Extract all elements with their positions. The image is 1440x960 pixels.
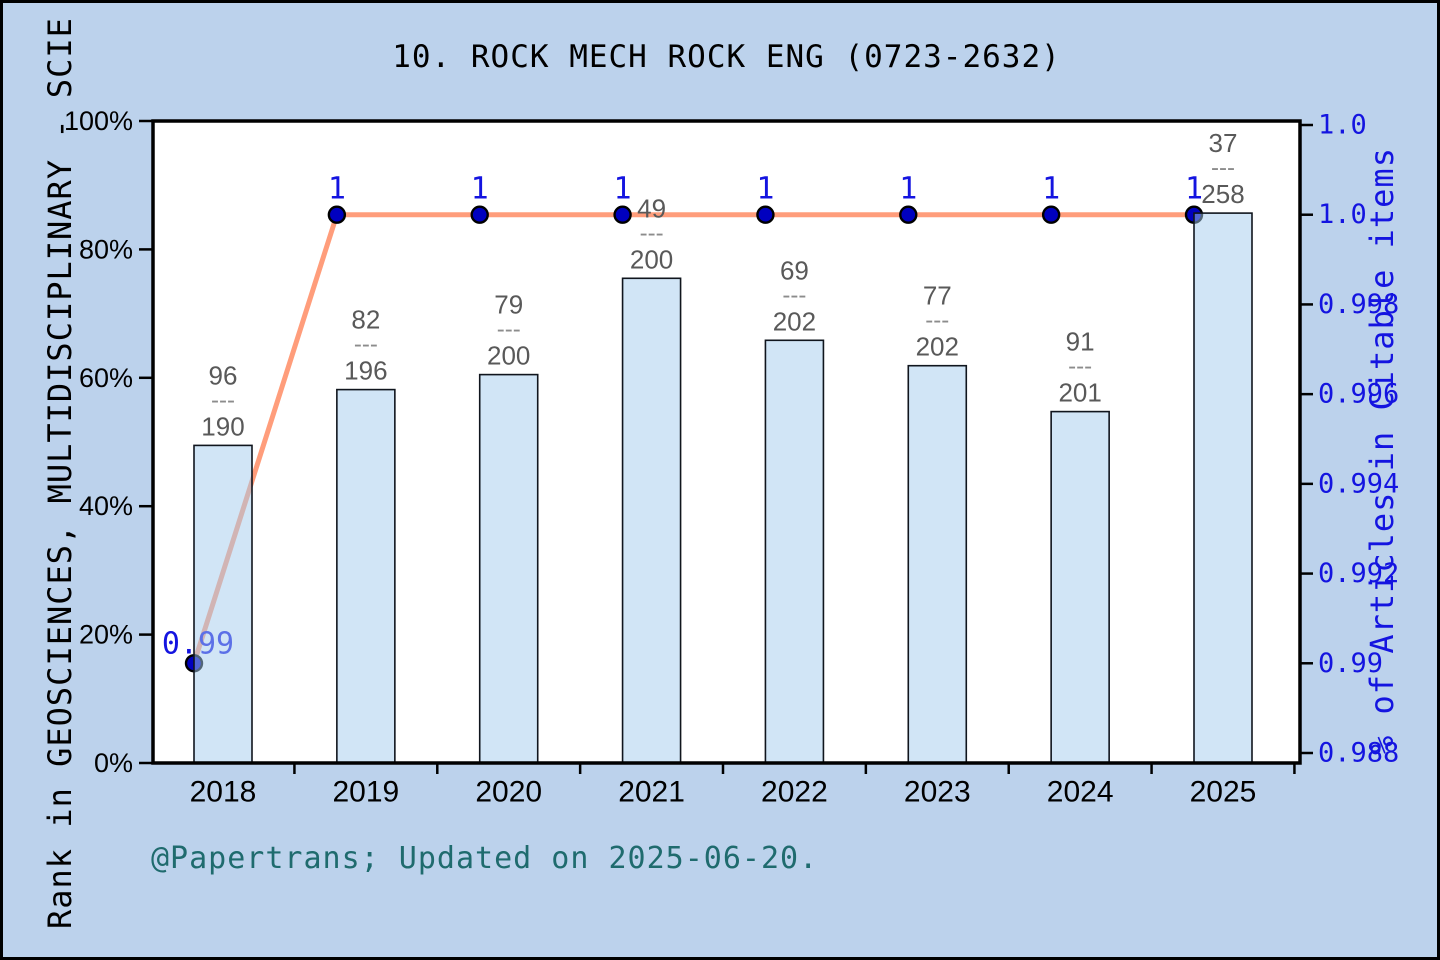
line-point [756,205,775,224]
point-value-label: 1 [614,172,632,207]
fraction-bar: --- [782,282,806,309]
left-tick-label: 40% [79,491,133,521]
fraction-numerator: 82 [351,305,380,335]
right-tick-label: 0.99 [1318,648,1383,679]
fraction-bar: --- [211,387,235,414]
line-point [1041,205,1061,224]
fraction-numerator: 77 [923,281,952,311]
plot-background [153,121,1300,763]
point-value-label: 1 [471,172,489,207]
bar-2021 [621,277,682,764]
bar-2018 [193,444,253,764]
x-tick-label: 2019 [332,776,399,809]
line-point [470,205,489,224]
axes-frame [151,119,1302,765]
bar-2020 [478,373,539,764]
fraction-numerator: 69 [780,255,809,285]
right-axis: 1.0 1.0 0.998 0.996 0.994 0.992 0.99 0.988 [1300,110,1399,769]
x-tick-label: 2025 [1190,776,1257,809]
x-tick-label: 2021 [618,776,685,809]
fraction-denominator: 200 [630,244,673,274]
right-tick-label: 1.0 [1318,199,1367,230]
bar-2023 [907,364,968,764]
fraction-denominator: 202 [773,306,816,336]
fraction-numerator: 96 [209,360,238,390]
fraction-denominator: 190 [201,411,244,441]
fraction-denominator: 196 [344,356,387,386]
bar-2019 [336,388,396,764]
point-value-label: 1 [1042,172,1060,207]
line-point [327,205,347,224]
fraction-bar: --- [354,331,378,358]
line-point [613,205,632,224]
point-value-label: 1 [328,172,346,207]
left-axis: 100% 80% 60% 40% 20% 0% [64,106,153,778]
point-value-label: 1 [899,172,917,207]
fraction-numerator: 49 [637,193,666,223]
right-tick-label: 0.998 [1318,289,1399,320]
x-tick-label: 2018 [190,776,257,809]
x-tick-label: 2024 [1047,776,1114,809]
right-tick-label: 0.988 [1318,738,1399,769]
line-point [899,205,918,224]
fraction-bar: --- [1068,353,1092,380]
fraction-denominator: 200 [487,341,530,371]
fraction-bar: --- [497,316,521,343]
bar-series [193,212,1253,764]
line-path [191,212,1197,666]
bar-2024 [1050,410,1110,764]
right-tick-label: 0.994 [1318,468,1399,499]
left-tick-label: 80% [79,234,133,264]
fraction-numerator: 91 [1066,327,1095,357]
fraction-numerator: 79 [494,290,523,320]
point-value-label: 1 [756,172,774,207]
fraction-denominator: 201 [1058,378,1101,408]
x-tick-label: 2023 [904,776,971,809]
fraction-bar: --- [640,220,664,247]
left-tick-label: 20% [79,620,133,650]
fraction-bar: --- [925,307,949,334]
x-tick-label: 2022 [761,776,828,809]
x-axis: 2018 2019 2020 2021 2022 2023 2024 2025 [190,763,1296,809]
chart-title: 10. ROCK MECH ROCK ENG (0723-2632) [392,39,1061,75]
fraction-denominator: 202 [916,332,959,362]
point-value-label: 1 [1185,172,1203,207]
left-tick-label: 60% [79,363,133,393]
chart-plot-area: 0.99 1 1 1 1 1 1 1 100% 80% 60% 40% 20% 0% 1.0 1.0 0.998… [64,106,1399,809]
right-tick-label: 0.996 [1318,379,1399,410]
fraction-bar: --- [1211,155,1235,182]
fraction-numerator: 37 [1209,128,1238,158]
right-tick-label: 1.0 [1318,110,1367,141]
left-tick-label: 0% [94,748,133,778]
bar-2025 [1193,212,1253,764]
right-tick-label: 0.992 [1318,558,1399,589]
x-tick-label: 2020 [475,776,542,809]
bar-2022 [764,339,825,764]
fraction-denominator: 258 [1201,179,1244,209]
left-tick-label: 100% [64,106,133,136]
watermark-annotation: @Papertrans; Updated on 2025-06-20. [151,841,819,876]
